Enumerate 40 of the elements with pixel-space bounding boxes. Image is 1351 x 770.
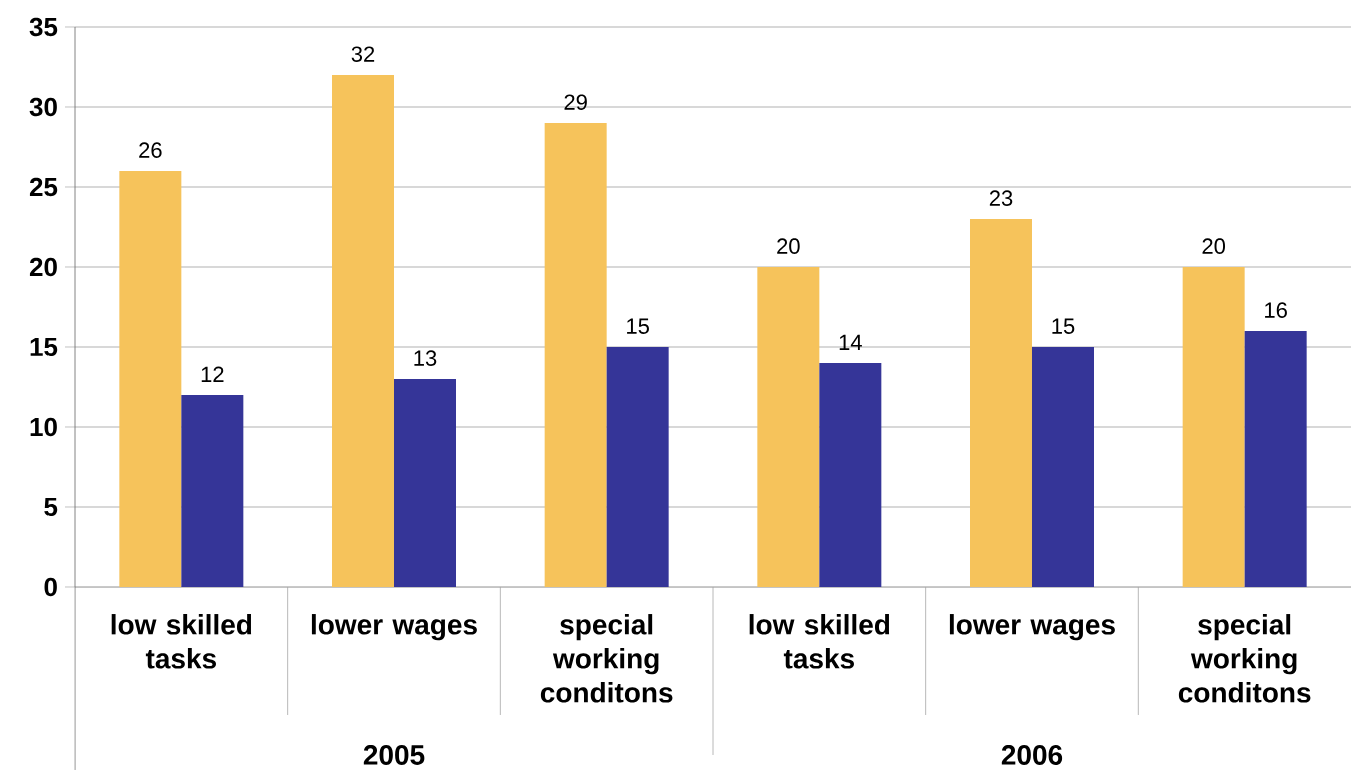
x-tick-label: low skilled tasks	[749, 614, 890, 669]
data-label: 15	[1052, 318, 1075, 334]
data-label: 20	[777, 238, 800, 254]
data-label: 23	[989, 190, 1013, 206]
bar	[970, 218, 1032, 587]
bar	[1244, 330, 1307, 587]
bar	[119, 171, 182, 587]
bar	[1031, 346, 1094, 587]
bar	[544, 123, 607, 587]
bar	[181, 394, 244, 587]
data-label: 13	[414, 350, 437, 366]
data-label: 29	[564, 94, 587, 110]
data-label: 20	[1202, 238, 1226, 254]
bar	[606, 346, 669, 587]
y-tick-label: 30	[29, 97, 57, 117]
bar	[332, 75, 394, 587]
bar	[819, 362, 882, 587]
bar	[394, 378, 456, 587]
y-tick-label: 20	[29, 257, 57, 277]
x-tick-label: lower wages	[949, 614, 1115, 641]
data-label: 32	[351, 46, 375, 62]
y-tick-label: 25	[29, 177, 58, 197]
data-label: 15	[627, 318, 649, 334]
text: 2005	[363, 745, 425, 765]
y-tick-label: 0	[44, 577, 57, 597]
bar	[757, 266, 820, 587]
data-label: 16	[1265, 302, 1287, 318]
y-tick-label: 15	[30, 337, 58, 357]
text: 2006	[1001, 745, 1063, 765]
x-tick-label: low skilled tasks	[111, 614, 252, 669]
data-label: 12	[201, 366, 224, 382]
y-tick-label: 5	[44, 497, 58, 517]
bar	[1182, 266, 1245, 587]
x-tick-label: special working conditons	[540, 614, 673, 703]
x-tick-label: special working conditons	[1178, 614, 1311, 703]
data-label: 14	[839, 334, 862, 350]
x-tick-label: lower wages	[311, 614, 477, 641]
y-tick-label: 10	[30, 417, 57, 437]
data-label: 26	[139, 142, 162, 158]
y-tick-label: 35	[29, 17, 58, 37]
